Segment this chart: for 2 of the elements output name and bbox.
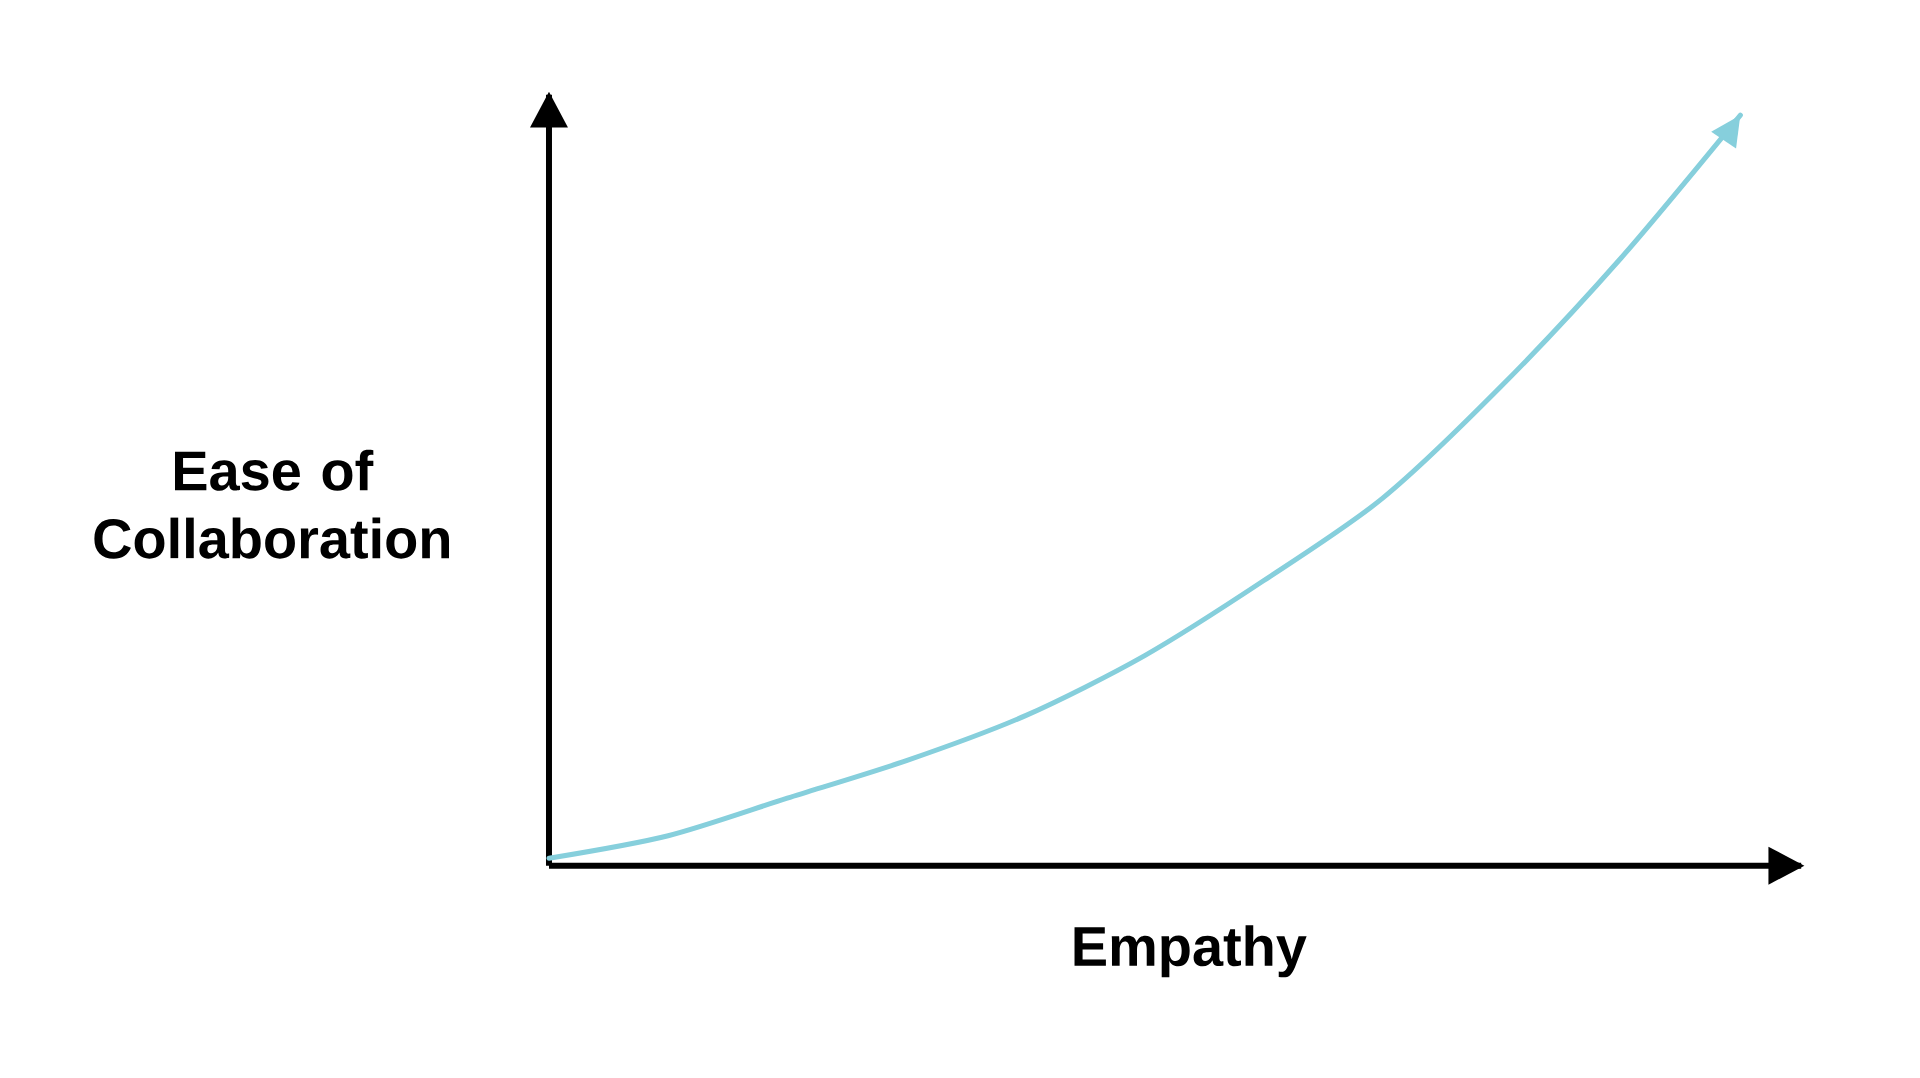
y-axis-title: Ease of Collaboration — [94, 449, 450, 559]
x-axis-title: Empathy — [1074, 925, 1307, 978]
